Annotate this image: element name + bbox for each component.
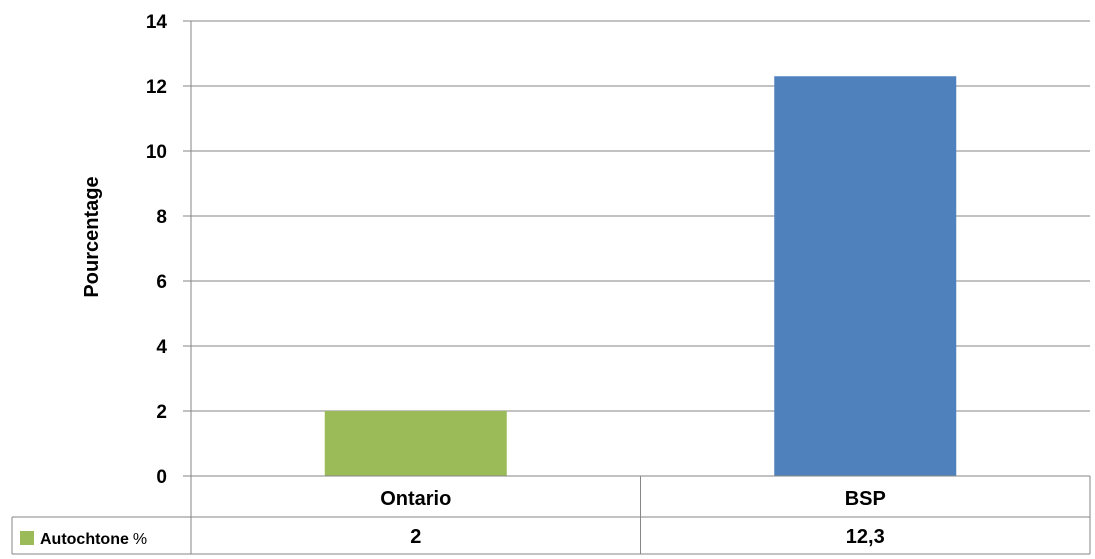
y-tick-label: 8 [156, 207, 167, 228]
y-axis-title: Pourcentage [81, 176, 103, 297]
legend-series-unit: % [133, 531, 147, 548]
category-label: Ontario [380, 488, 451, 510]
y-tick-label: 2 [156, 402, 167, 423]
y-tick-label: 14 [146, 12, 168, 33]
bar-bsp [774, 76, 957, 476]
data-table: Ontario 2 BSP 12,3 [11, 475, 1091, 555]
y-axis-ticks: 0 2 4 6 8 10 12 14 [146, 12, 168, 488]
table-value-label: 12,3 [846, 526, 885, 548]
legend-series-name: Autochtone [40, 531, 129, 548]
y-tick-label: 10 [146, 142, 167, 163]
y-tick-label: 12 [146, 77, 167, 98]
category-label: BSP [845, 488, 886, 510]
bars [324, 76, 957, 476]
svg-text:Autochtone%: Autochtone% [40, 531, 147, 548]
bar-ontario [324, 411, 507, 476]
y-tick-label: 4 [156, 337, 167, 358]
y-tick-label: 0 [156, 467, 167, 488]
legend: Autochtone% [20, 531, 147, 548]
table-value-label: 2 [410, 526, 421, 548]
legend-swatch [20, 531, 34, 545]
y-tick-label: 6 [156, 272, 167, 293]
